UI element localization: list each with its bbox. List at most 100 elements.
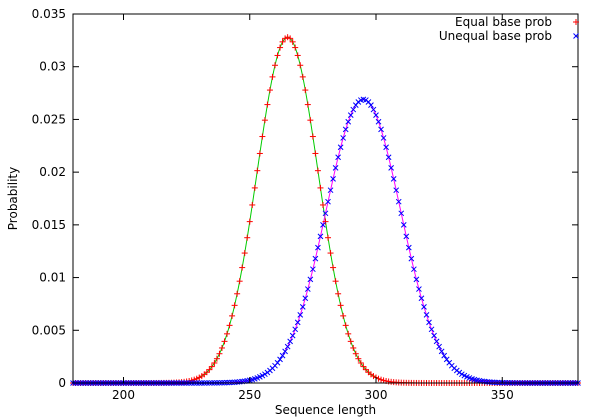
data-point	[309, 133, 316, 140]
data-point	[203, 369, 210, 376]
data-point	[229, 312, 236, 319]
data-point	[284, 343, 291, 350]
data-point	[337, 144, 344, 151]
data-point	[388, 164, 395, 171]
y-tick-label: 0.025	[32, 112, 66, 126]
data-point	[239, 264, 246, 271]
fit-curve-1	[73, 98, 578, 384]
data-point	[443, 356, 450, 363]
data-point	[378, 376, 385, 383]
data-point	[319, 201, 326, 208]
data-point	[340, 135, 347, 141]
data-point	[416, 286, 422, 292]
data-point	[241, 250, 248, 257]
data-point	[294, 52, 301, 59]
x-axis-title: Sequence length	[275, 403, 376, 417]
data-point	[299, 303, 306, 310]
data-point	[304, 286, 311, 292]
data-point	[330, 175, 336, 182]
legend: Equal base prob Unequal base prob	[439, 15, 579, 43]
data-point	[292, 326, 299, 333]
data-point	[264, 101, 271, 108]
data-points	[70, 34, 581, 386]
y-tick-label: 0	[58, 376, 66, 390]
data-point	[378, 126, 384, 133]
y-tick-label: 0.005	[32, 323, 66, 337]
data-point	[433, 338, 440, 345]
data-point	[436, 343, 442, 350]
data-point	[317, 233, 324, 240]
data-point	[302, 87, 309, 94]
data-point	[208, 363, 215, 370]
data-point	[330, 264, 337, 271]
data-point	[307, 276, 314, 283]
data-point	[383, 144, 389, 151]
data-point	[335, 290, 342, 297]
data-point	[390, 175, 397, 182]
data-point	[302, 295, 309, 302]
data-point	[292, 44, 299, 51]
data-point	[332, 278, 339, 285]
data-point	[325, 198, 331, 205]
data-point	[322, 218, 329, 225]
y-tick-label: 0.02	[39, 165, 66, 179]
data-point	[259, 133, 266, 140]
data-point	[299, 73, 306, 80]
data-point	[357, 359, 364, 366]
data-point	[234, 290, 241, 297]
data-point	[274, 359, 281, 366]
data-point	[426, 319, 432, 326]
data-point	[352, 350, 359, 357]
data-point	[327, 250, 334, 257]
data-point	[297, 62, 304, 69]
data-point	[294, 319, 301, 326]
data-point	[297, 312, 304, 318]
data-point	[385, 154, 392, 161]
data-point	[405, 244, 412, 251]
data-point	[380, 377, 387, 384]
data-point	[428, 326, 435, 333]
data-point	[375, 375, 382, 382]
data-point	[342, 322, 349, 329]
data-point	[261, 117, 268, 124]
data-point	[325, 234, 332, 241]
data-point	[310, 266, 316, 273]
y-tick-label: 0.01	[39, 271, 66, 285]
legend-marker-symbol	[573, 19, 579, 25]
y-tick-label: 0.015	[32, 218, 66, 232]
data-point	[317, 184, 324, 191]
data-point	[332, 164, 339, 171]
legend-marker-equal	[573, 19, 579, 25]
data-point	[231, 302, 238, 309]
data-point	[211, 359, 218, 366]
data-point	[380, 135, 387, 141]
y-tick-label: 0.035	[32, 7, 66, 21]
data-point	[314, 167, 321, 174]
data-point	[307, 117, 314, 124]
data-point	[221, 338, 228, 345]
data-point	[431, 332, 437, 339]
data-point	[335, 154, 341, 161]
data-point	[375, 118, 382, 125]
x-tick-label: 300	[365, 388, 388, 402]
data-point	[347, 112, 354, 118]
x-tick-label: 200	[112, 388, 135, 402]
data-point	[345, 330, 352, 337]
data-point	[282, 35, 289, 42]
plot-frame	[72, 13, 579, 384]
legend-marker-unequal	[573, 33, 579, 39]
data-point	[395, 198, 402, 205]
data-point	[441, 352, 448, 359]
data-point	[226, 322, 233, 329]
data-point	[218, 344, 225, 351]
y-tick-label: 0.03	[39, 60, 66, 74]
data-point	[216, 350, 223, 357]
data-point	[236, 278, 243, 285]
data-point	[373, 112, 379, 118]
data-point	[340, 312, 347, 319]
data-point	[282, 348, 288, 355]
data-point	[289, 332, 296, 339]
data-point	[398, 210, 405, 217]
data-point	[408, 255, 415, 262]
data-point	[360, 363, 367, 370]
